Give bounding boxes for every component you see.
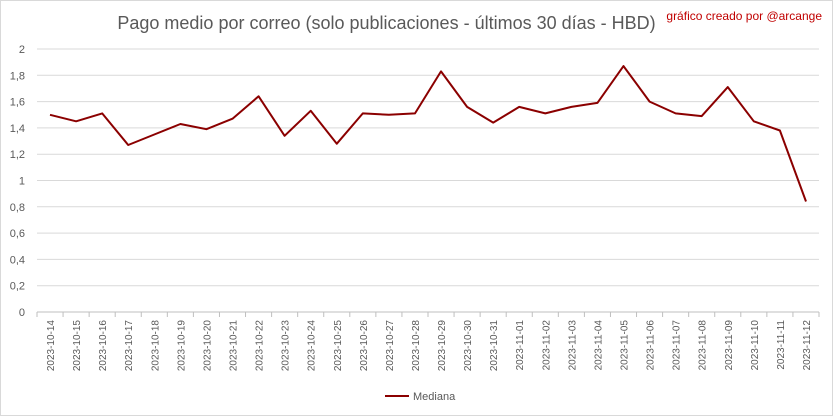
x-tick-label: 2023-10-20 [202,320,213,372]
y-tick-label: 2 [19,44,25,56]
x-tick-label: 2023-10-21 [229,320,240,372]
x-tick-label: 2023-10-26 [359,320,370,372]
chart-title: Pago medio por correo (solo publicacione… [117,13,656,33]
x-tick-label: 2023-10-27 [385,320,396,372]
x-tick-label: 2023-11-10 [750,320,761,371]
x-tick-label: 2023-10-19 [176,320,187,372]
x-tick-label: 2023-11-01 [515,320,526,371]
y-tick-label: 0,8 [10,202,25,214]
x-tick-label: 2023-10-15 [72,320,83,372]
x-tick-label: 2023-10-25 [333,320,344,372]
x-tick-label: 2023-10-29 [437,320,448,372]
series-line-mediana [49,65,807,202]
x-tick-label: 2023-10-28 [411,320,422,372]
x-tick-label: 2023-10-16 [98,320,109,372]
y-tick-label: 1,6 [10,97,25,109]
x-tick-label: 2023-10-31 [489,320,500,372]
y-tick-label: 1,4 [10,123,25,135]
x-tick-label: 2023-11-11 [776,320,787,370]
x-tick-label: 2023-11-06 [646,320,657,371]
x-tick-label: 2023-10-17 [124,320,135,372]
x-tick-label: 2023-11-09 [724,320,735,371]
x-tick-label: 2023-11-02 [541,320,552,371]
x-axis-ticks: 2023-10-14 2023-10-15 2023-10-16 2023-10-17… [46,320,813,372]
y-tick-label: 0 [19,307,25,319]
x-tick-label: 2023-11-08 [698,320,709,371]
x-tick-label: 2023-10-23 [281,320,292,372]
x-tick-label: 2023-10-30 [463,320,474,372]
y-tick-label: 0,2 [10,281,25,293]
x-tick-label: 2023-10-24 [307,320,318,372]
x-tick-label: 2023-11-12 [802,320,813,371]
x-tick-label: 2023-11-04 [593,320,604,371]
y-tick-label: 0,4 [10,254,25,266]
y-tick-label: 1 [19,176,25,188]
x-tick-label: 2023-10-18 [150,320,161,372]
x-tick-label: 2023-11-07 [672,320,683,371]
y-tick-label: 0,6 [10,228,25,240]
x-tick-label: 2023-10-22 [255,320,266,372]
y-axis-ticks: 0 0,2 0,4 0,6 0,8 1 1,2 1,4 1,6 1,8 2 [10,44,25,319]
chart-credit: gráfico creado por @arcange [666,9,822,23]
legend-label: Mediana [413,391,456,403]
gridlines [36,48,820,317]
y-tick-label: 1,8 [10,70,25,82]
x-tick-label: 2023-11-03 [567,320,578,371]
y-tick-label: 1,2 [10,149,25,161]
series-layer [49,65,807,202]
x-tick-label: 2023-11-05 [620,320,631,371]
legend: Mediana [385,391,456,403]
x-tick-label: 2023-10-14 [46,320,57,372]
